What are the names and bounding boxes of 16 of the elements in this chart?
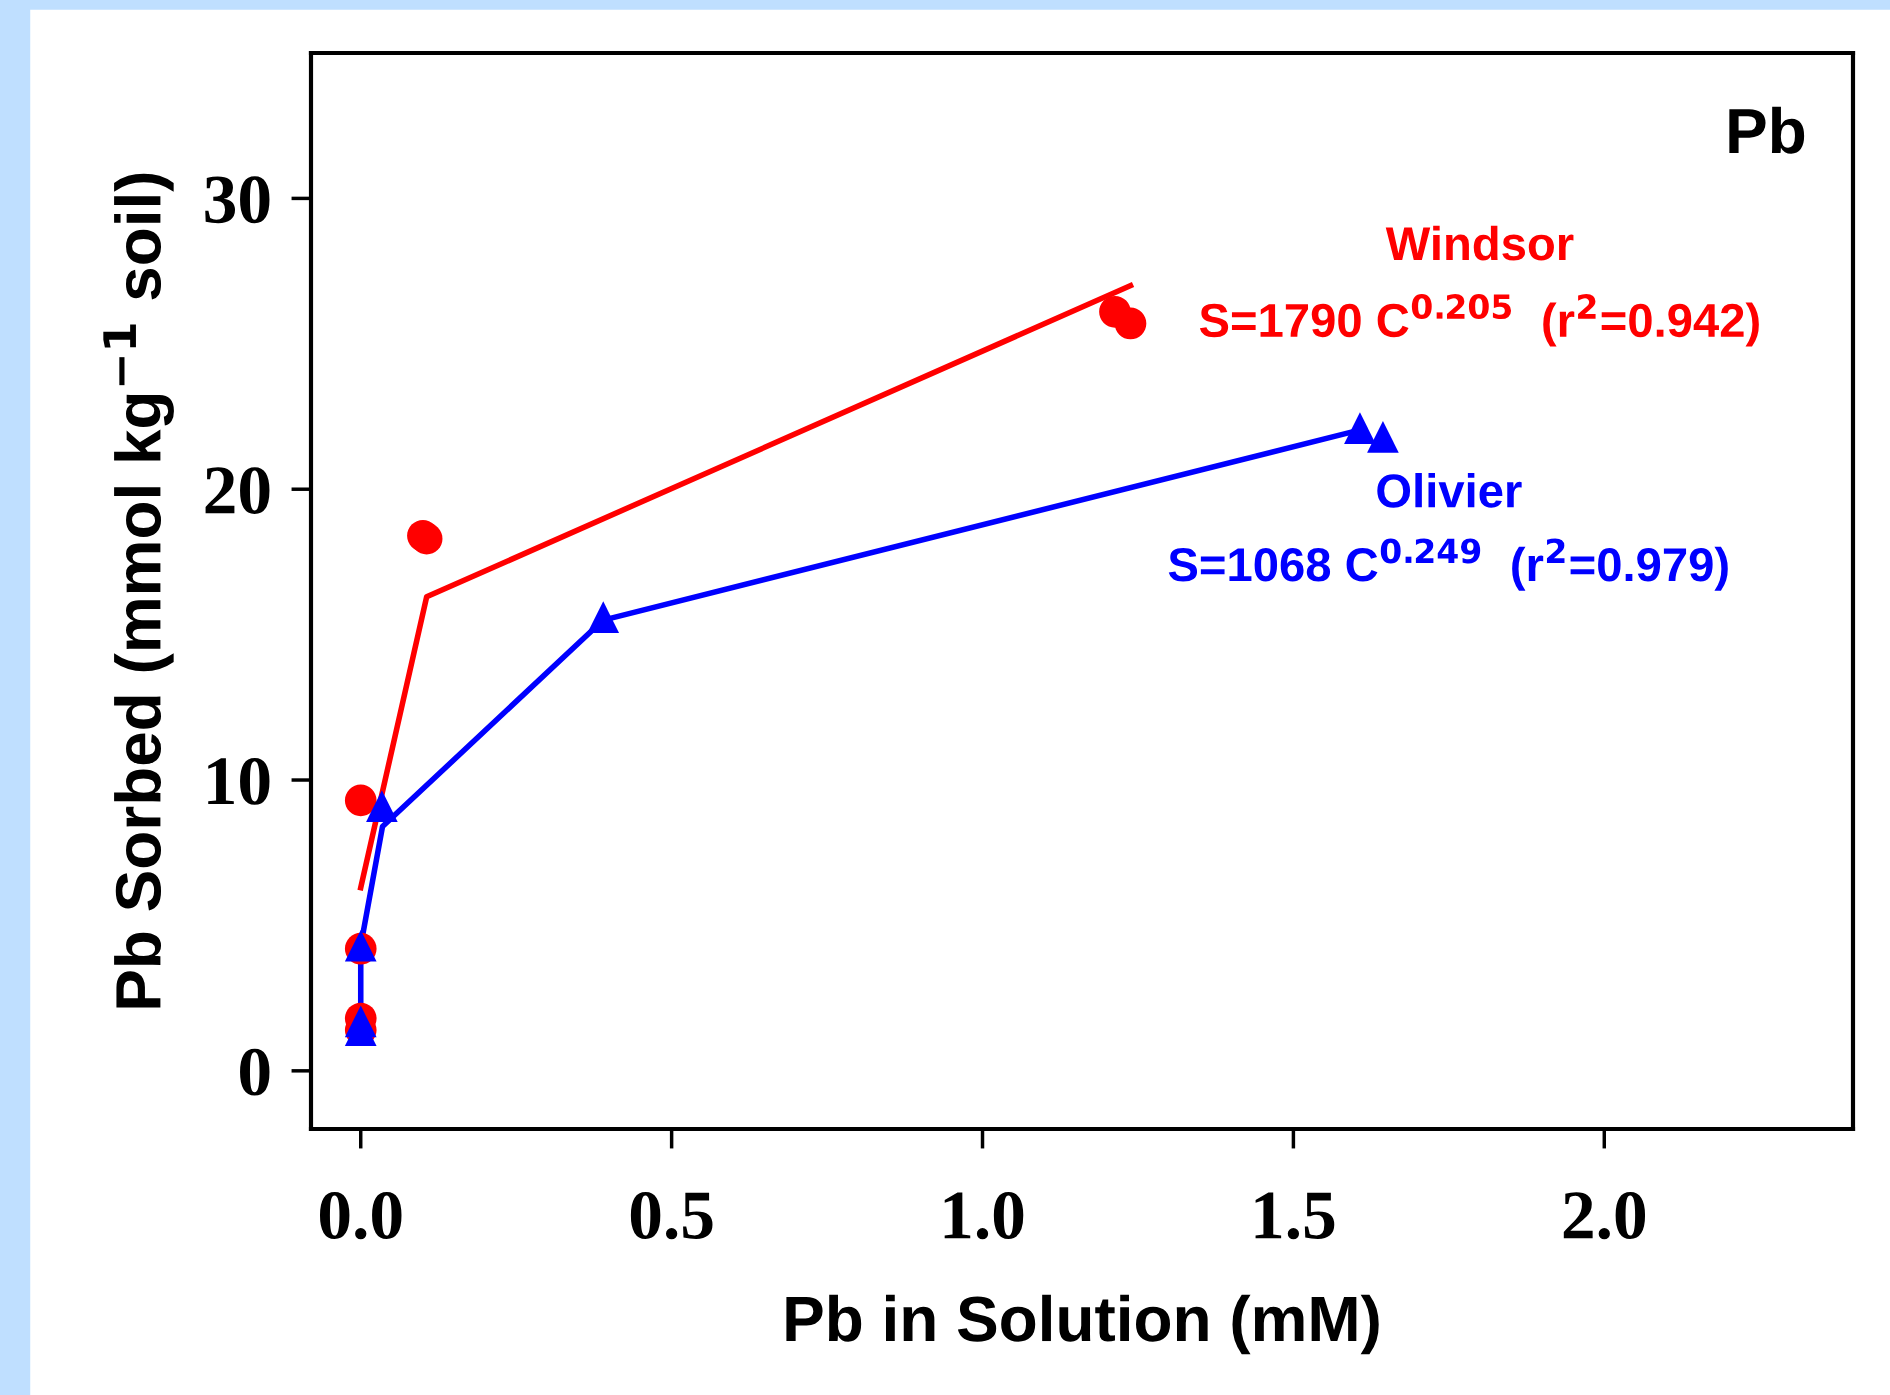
y-tick-label: 20 <box>205 467 270 514</box>
series-label: Olivier <box>1377 473 1522 508</box>
x-axis-title: Pb in Solution (mM) <box>786 1294 1379 1355</box>
text: Windsor <box>1385 225 1574 261</box>
annotation: S=1790 C$^{0.205}$ (r$^{2}$=0.942) <box>1199 294 1759 347</box>
y-tick-label: 30 <box>205 176 270 224</box>
y-tick-label: 10 <box>208 757 270 805</box>
x-tick-label: 1.5 <box>1255 1192 1335 1240</box>
y-tick-label: 0 <box>240 1048 270 1096</box>
annotation: Pb <box>1729 106 1805 154</box>
x-tick-label: 2.0 <box>1563 1192 1646 1240</box>
x-tick-label: 0.0 <box>319 1192 402 1240</box>
y-axis-title: Pb Sorbed (mmol kg$^{−1}$ soil) <box>103 173 174 1008</box>
x-tick-label: 0.5 <box>630 1192 713 1240</box>
annotation: S=1068 C$^{0.249}$ (r$^{2}$=0.979) <box>1168 538 1728 591</box>
x-tick-label: 1.0 <box>944 1192 1024 1240</box>
